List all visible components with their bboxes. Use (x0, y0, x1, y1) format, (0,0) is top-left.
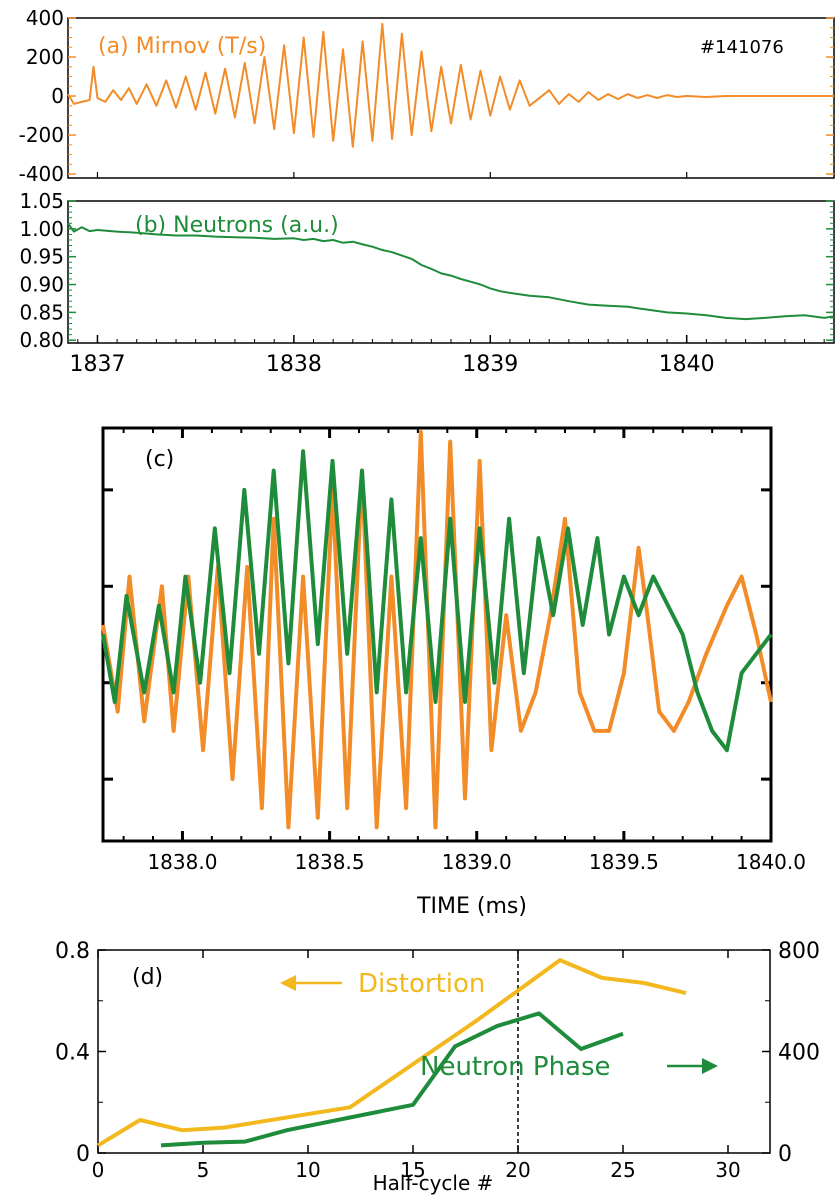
b-ytick-label: 0.90 (19, 273, 64, 297)
b-ytick-label: 1.05 (19, 189, 64, 213)
b-ytick-label: 0.85 (19, 300, 64, 324)
panel-c-xlabel: TIME (ms) (416, 894, 527, 919)
panel-c-overlay: 1838.0 1838.5 1839.0 1839.5 1840.0 (c) TIME … (101, 426, 806, 919)
c-xtick-label: 1840.0 (736, 850, 806, 874)
neutron-phase-annotation: Neutron Phase (420, 1052, 718, 1082)
panel-c-title: (c) (145, 447, 174, 472)
b-xtick-label: 1840 (659, 352, 715, 377)
panel-d-distortion-phase: 0 5 10 15 20 25 30 0 0.4 0.8 0 400 800 (d) Distortio… (55, 939, 820, 1195)
b-xtick-label: 1838 (266, 352, 322, 377)
panel-b-title: (b) Neutrons (a.u.) (135, 213, 339, 238)
a-ytick-label: 400 (26, 6, 64, 30)
mirnov-overlay-line (101, 430, 773, 830)
c-xtick-label: 1839.5 (589, 850, 659, 874)
d-ytick-label: 0.8 (55, 939, 90, 964)
b-xtick-label: 1837 (69, 352, 125, 377)
d-xtick-label: 30 (715, 1158, 740, 1182)
c-xtick-label: 1838.0 (147, 850, 217, 874)
panel-d-xlabel: Half-cycle # (373, 1171, 494, 1195)
neutron-overlay-line (101, 449, 773, 753)
panel-a-mirnov: 400 200 0 -200 -400 (a) Mirnov (T/s) #141076 (19, 6, 835, 186)
d-xtick-label: 20 (505, 1158, 530, 1182)
c-xtick-label: 1838.5 (295, 850, 365, 874)
a-ytick-label: 200 (26, 45, 64, 69)
a-ytick-label: 0 (51, 84, 64, 108)
panel-a-title: (a) Mirnov (T/s) (98, 34, 266, 59)
b-ytick-label: 0.95 (19, 245, 64, 269)
a-ytick-label: -400 (19, 162, 64, 186)
b-ytick-label: 1.00 (19, 217, 64, 241)
d-xtick-label: 10 (295, 1158, 320, 1182)
d-xtick-label: 15 (400, 1158, 425, 1182)
d-xtick-label: 5 (197, 1158, 210, 1182)
distortion-annotation: Distortion (280, 969, 485, 999)
b-ytick-label: 0.80 (19, 328, 64, 352)
mirnov-line (67, 22, 834, 148)
neutrons-line (67, 222, 835, 321)
d-ytick-label-right: 400 (778, 1041, 820, 1066)
neutron-phase-label: Neutron Phase (420, 1052, 611, 1082)
d-ytick-label-right: 0 (778, 1142, 792, 1167)
distortion-line (96, 958, 687, 1148)
c-xtick-label: 1839.0 (442, 850, 512, 874)
neutron-phase-line (160, 1011, 624, 1148)
d-xtick-label: 0 (92, 1158, 105, 1182)
shot-number-label: #141076 (700, 37, 784, 58)
distortion-label: Distortion (358, 969, 485, 999)
b-xtick-label: 1839 (462, 352, 518, 377)
d-ytick-label: 0.4 (55, 1041, 90, 1066)
d-ytick-label: 0 (76, 1142, 90, 1167)
d-xtick-label: 25 (610, 1158, 635, 1182)
d-ytick-label-right: 800 (778, 939, 820, 964)
panel-d-title: (d) (132, 965, 163, 990)
a-ytick-label: -200 (19, 123, 64, 147)
